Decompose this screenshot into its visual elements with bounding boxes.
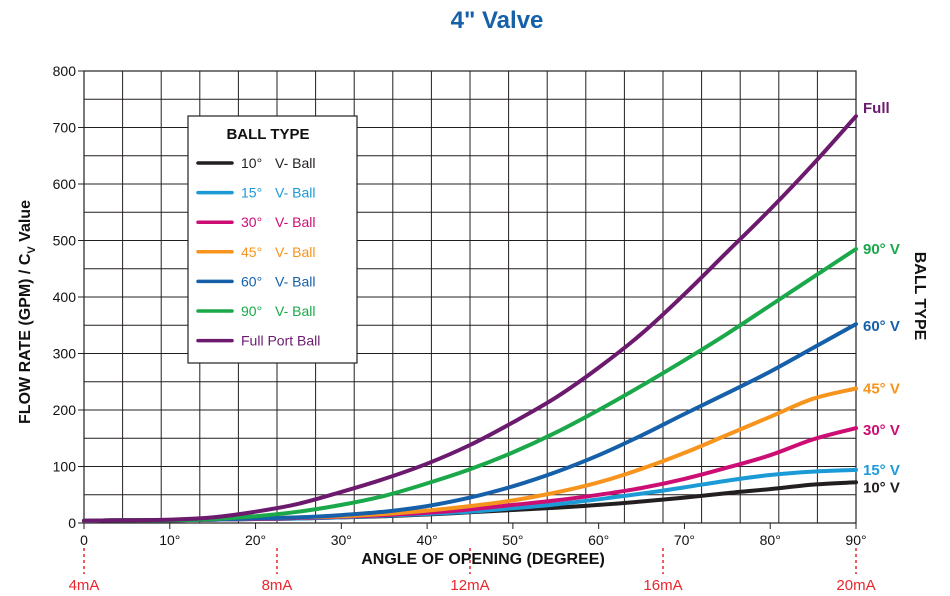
y-axis-label-tail: Value	[17, 200, 34, 246]
series-lines	[82, 114, 858, 523]
y-tick-label: 200	[53, 402, 77, 418]
ma-marker-label: 8mA	[262, 577, 293, 594]
series-end-labels: 10° V15° V 30° V 45° V 60° V 90° V Full	[863, 100, 900, 496]
y-tick-label: 0	[68, 515, 76, 531]
legend-entry-suffix: V- Ball	[275, 273, 315, 289]
legend-entry-suffix: Full Port Ball	[241, 333, 320, 349]
ma-marker-label: 12mA	[450, 577, 489, 594]
legend-entry-prefix: 90°	[241, 303, 262, 319]
milliamp-markers: 4mA 8mA 12mA 16mA 20mA	[69, 548, 876, 594]
y-axis-label-main: FLOW RATE (GPM) / C	[17, 253, 34, 424]
chart-title: 4" Valve	[451, 7, 544, 34]
series-end-label: 10° V	[863, 479, 900, 496]
y-tick-label: 700	[53, 120, 77, 136]
legend-entry-suffix: V- Ball	[275, 214, 315, 230]
series-end-label: 60° V	[863, 318, 900, 335]
ma-marker-label: 20mA	[836, 577, 875, 594]
x-tick-label: 0	[80, 532, 88, 548]
series-line	[82, 114, 858, 523]
y-axis-label-sub: V	[26, 246, 38, 254]
y-tick-label: 300	[53, 346, 77, 362]
x-tick-label: 70°	[674, 532, 695, 548]
y-axis-label: FLOW RATE (GPM) / CV Value	[17, 200, 38, 424]
ma-marker-label: 16mA	[643, 577, 682, 594]
x-tick-label: 10°	[159, 532, 180, 548]
legend-entry-suffix: V- Ball	[275, 185, 315, 201]
x-tick-label: 20°	[245, 532, 266, 548]
x-tick-label: 60°	[588, 532, 609, 548]
legend-entry-suffix: V- Ball	[275, 155, 315, 171]
legend-box	[187, 115, 358, 364]
y-tick-label: 500	[53, 233, 77, 249]
series-end-label: 45° V	[863, 381, 900, 398]
series-end-label: 90° V	[863, 241, 900, 258]
series-end-label: Full	[863, 100, 890, 117]
x-tick-label: 90°	[845, 532, 866, 548]
legend-title: BALL TYPE	[226, 126, 309, 143]
x-tick-label: 50°	[502, 532, 523, 548]
legend-entry-suffix: V- Ball	[275, 244, 315, 260]
y-tick-label: 100	[53, 459, 77, 475]
legend-entry-prefix: 10°	[241, 155, 262, 171]
x-tick-label: 30°	[331, 532, 352, 548]
legend-entry-prefix: 45°	[241, 244, 262, 260]
y-axis-ticks: 0 100 200 300 400 500 600 700 800	[53, 63, 84, 531]
y-tick-label: 800	[53, 63, 77, 79]
x-axis-label: ANGLE OF OPENING (DEGREE)	[361, 551, 605, 568]
right-ball-type-label: BALL TYPE	[911, 252, 928, 341]
legend-entry-prefix: 60°	[241, 273, 262, 289]
y-tick-label: 400	[53, 289, 77, 305]
y-tick-label: 600	[53, 176, 77, 192]
legend-entry-prefix: 30°	[241, 214, 262, 230]
x-tick-label: 40°	[417, 532, 438, 548]
series-end-label: 30° V	[863, 422, 900, 439]
x-axis-ticks: 0 10° 20° 30° 40° 50° 60° 70° 80° 90°	[80, 523, 867, 548]
series-end-label: 15° V	[863, 462, 900, 479]
legend-entry-prefix: 15°	[241, 185, 262, 201]
legend-entry-suffix: V- Ball	[275, 303, 315, 319]
ma-marker-label: 4mA	[69, 577, 100, 594]
legend: BALL TYPE 10° V- Ball 15° V- Ball 30° V- Ball 4…	[187, 115, 358, 364]
x-tick-label: 80°	[760, 532, 781, 548]
